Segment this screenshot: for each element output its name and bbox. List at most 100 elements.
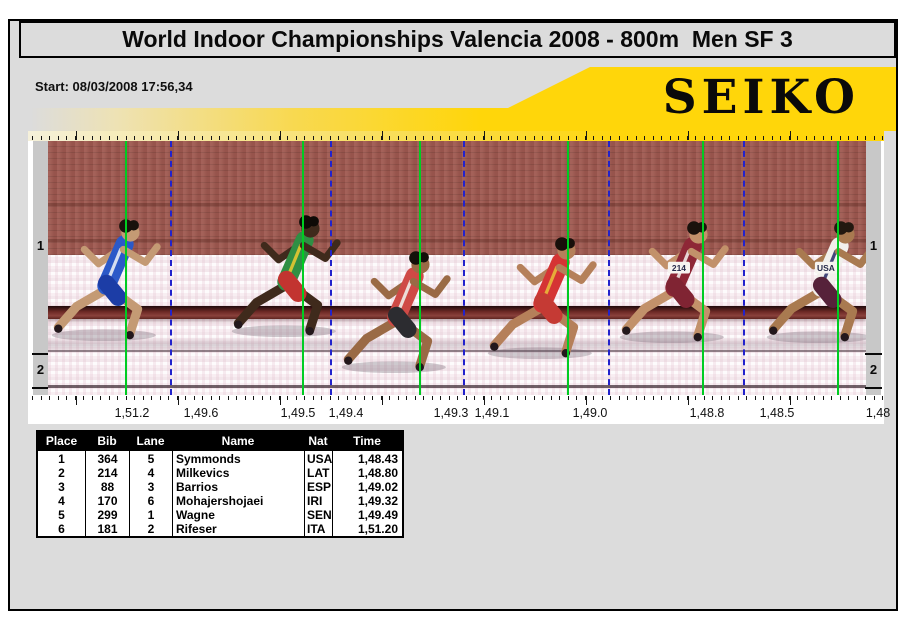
ruler-tick (159, 396, 161, 400)
seiko-banner: SEIKO (30, 67, 896, 131)
ruler-tick (49, 136, 50, 140)
ruler-tick (210, 396, 212, 400)
bib-cell: 214 (85, 466, 129, 480)
lane-divider-line (32, 387, 49, 389)
name-cell: Wagne (172, 508, 304, 522)
bib-cell: 88 (85, 480, 129, 494)
results-table: Place Bib Lane Name Nat Time 1 364 5 Symmon… (36, 430, 404, 538)
ruler-tick (372, 396, 373, 400)
ruler-tick (822, 396, 824, 400)
ruler-tick (465, 136, 467, 140)
ruler-tick (669, 396, 671, 400)
ruler-tick (431, 136, 433, 140)
ruler-tick (287, 136, 288, 140)
ruler-tick-major (790, 396, 791, 405)
time-gridline-blue (463, 141, 465, 395)
ruler-tick (465, 396, 467, 400)
ruler-tick (661, 396, 662, 400)
ruler-tick (627, 136, 628, 140)
lane-cell: 3 (129, 480, 172, 494)
ruler-tick (304, 136, 305, 140)
name-cell: Symmonds (172, 451, 304, 466)
ruler-tick (108, 396, 110, 400)
ruler-tick (533, 396, 535, 400)
ruler-tick (601, 136, 603, 140)
ruler-tick (652, 136, 654, 140)
ruler-tick (363, 136, 365, 140)
ruler-tick (771, 396, 773, 400)
ruler-tick-major (178, 131, 179, 140)
place-cell: 3 (58, 480, 65, 494)
time-scale-label: 1,49.4 (328, 406, 364, 420)
ruler-tick (440, 136, 441, 140)
ruler-tick (567, 136, 569, 140)
nat-cell: ITA (304, 522, 332, 536)
lane-cell: 1 (129, 508, 172, 522)
ruler-tick (100, 136, 101, 140)
ruler-tick (610, 136, 611, 140)
column-header-bib: Bib (85, 432, 129, 451)
ruler-tick (414, 136, 416, 140)
lane-divider-line (865, 387, 882, 389)
nat-cell: ESP (304, 480, 332, 494)
ruler-tick (482, 396, 484, 400)
finish-marker-green (837, 141, 839, 395)
ruler-tick (601, 396, 603, 400)
ruler-tick-major (586, 396, 587, 405)
ruler-tick (644, 396, 645, 400)
ruler-tick (729, 396, 730, 400)
ruler-tick (635, 136, 637, 140)
ruler-tick (210, 136, 212, 140)
runner-ITA (51, 219, 161, 342)
ruler-tick (848, 396, 849, 400)
ruler-tick (805, 136, 807, 140)
ruler-tick (32, 396, 33, 400)
ruler-tick (491, 136, 492, 140)
photo-finish-image: 214 USA (48, 141, 866, 395)
ruler-tick (737, 136, 739, 140)
ruler-tick (754, 136, 756, 140)
main-frame: World Indoor Championships Valencia 2008… (8, 19, 898, 611)
ruler-tick (550, 136, 552, 140)
ruler-tick (117, 396, 118, 400)
time-scale-label: 1,49.3 (433, 406, 469, 420)
ruler-tick (40, 396, 42, 400)
ruler-tick (873, 136, 875, 140)
ruler-tick (618, 396, 620, 400)
ruler-tick (236, 136, 237, 140)
ruler-tick (380, 136, 382, 140)
ruler-tick-major (280, 131, 281, 140)
ruler-tick (712, 396, 713, 400)
ruler-tick (499, 396, 501, 400)
time-scale-label: 1,49.6 (183, 406, 219, 420)
column-header-place: Place (38, 432, 85, 451)
ruler-tick (627, 396, 628, 400)
ruler-tick (814, 396, 815, 400)
ruler-tick (661, 136, 662, 140)
ruler-tick (542, 136, 543, 140)
ruler-tick (440, 396, 441, 400)
ruler-tick (57, 136, 59, 140)
ruler-tick (746, 136, 747, 140)
finish-marker-green (125, 141, 127, 395)
finish-marker-green (302, 141, 304, 395)
ruler-tick (533, 136, 535, 140)
ruler-tick (491, 396, 492, 400)
ruler-tick (695, 396, 696, 400)
ruler-tick (737, 396, 739, 400)
ruler-tick (312, 136, 314, 140)
lane-cell: 2 (129, 522, 172, 536)
runner-IRI (341, 251, 451, 374)
name-cell: Barrios (172, 480, 304, 494)
ruler-tick (703, 136, 705, 140)
time-cell: 1,48.43 (332, 451, 402, 466)
ruler-tick (346, 396, 348, 400)
ruler-tick (193, 136, 195, 140)
start-time-label: Start: 08/03/2008 17:56,34 (35, 79, 193, 94)
ruler-tick (125, 396, 127, 400)
seiko-logo: SEIKO (662, 70, 860, 125)
ruler-tick (159, 136, 161, 140)
ruler-tick (202, 136, 203, 140)
ruler-tick (134, 396, 135, 400)
ruler-tick (74, 136, 76, 140)
